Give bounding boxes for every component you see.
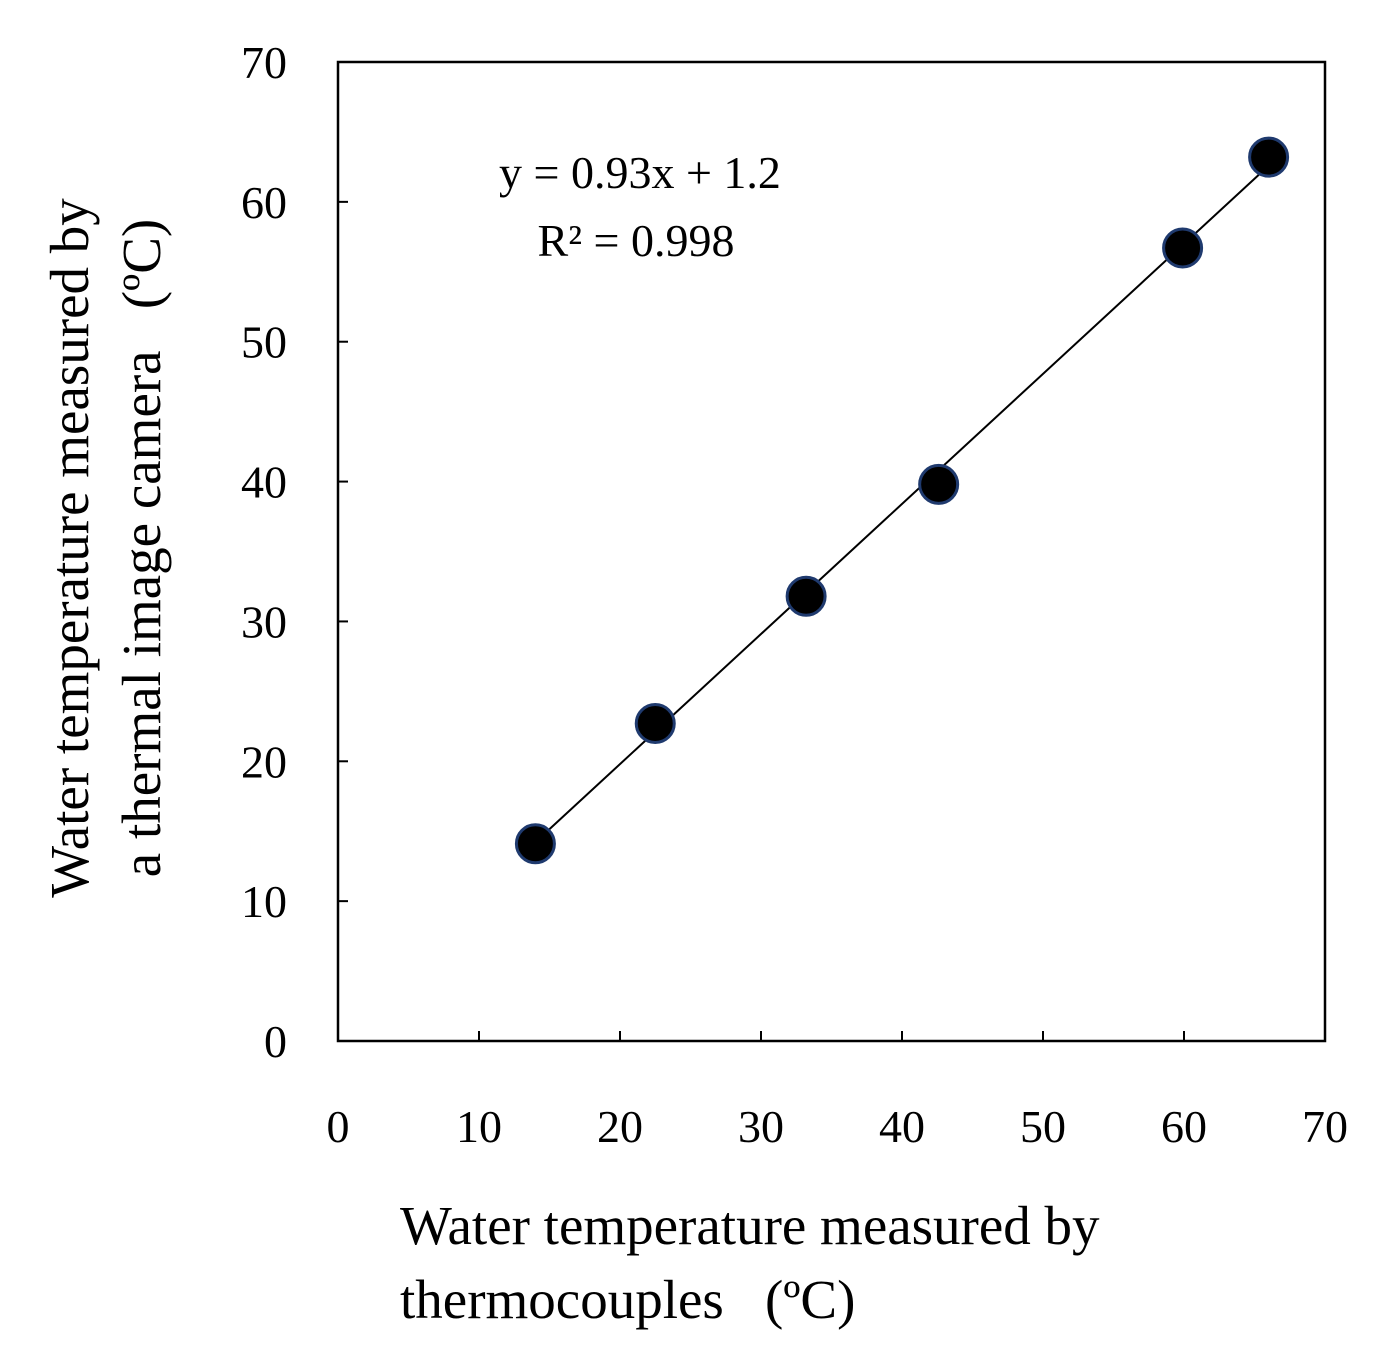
x-tick-label: 60: [1161, 1101, 1207, 1152]
y-tick-label: 60: [241, 177, 287, 228]
data-point: [514, 823, 556, 865]
y-tick-label: 20: [241, 736, 287, 787]
x-tick-label: 40: [879, 1101, 925, 1152]
x-tick-label: 70: [1302, 1101, 1348, 1152]
y-axis-title-line-2: a thermal image camera (ºC): [111, 219, 172, 877]
x-axis-title-line-2: thermocouples (ºC): [400, 1269, 855, 1330]
data-point: [1248, 136, 1290, 178]
data-points: [514, 136, 1290, 865]
x-axis-ticks: 0 10 20 30 40 50 60 70: [327, 1031, 1348, 1152]
x-tick-label: 50: [1020, 1101, 1066, 1152]
y-axis-title-line-1: Water temperature measured by: [39, 198, 100, 898]
x-axis-title-line-1: Water temperature measured by: [400, 1195, 1100, 1256]
y-tick-label: 10: [241, 876, 287, 927]
y-tick-label: 70: [241, 37, 287, 88]
data-point: [785, 575, 827, 617]
plot-area-frame: [336, 60, 1327, 1043]
equation-label: y = 0.93x + 1.2: [499, 147, 781, 198]
x-tick-label: 30: [738, 1101, 784, 1152]
y-axis-ticks: 0 10 20 30 40 50 60 70: [241, 37, 348, 1067]
data-point: [918, 463, 960, 505]
x-tick-label: 10: [456, 1101, 502, 1152]
y-tick-label: 40: [241, 457, 287, 508]
data-point: [634, 703, 676, 745]
r-squared-label: R² = 0.998: [538, 215, 735, 266]
y-tick-label: 50: [241, 317, 287, 368]
data-point: [1162, 227, 1204, 269]
y-tick-label: 30: [241, 596, 287, 647]
y-tick-label: 0: [264, 1016, 287, 1067]
x-tick-label: 0: [327, 1101, 350, 1152]
x-tick-label: 20: [597, 1101, 643, 1152]
